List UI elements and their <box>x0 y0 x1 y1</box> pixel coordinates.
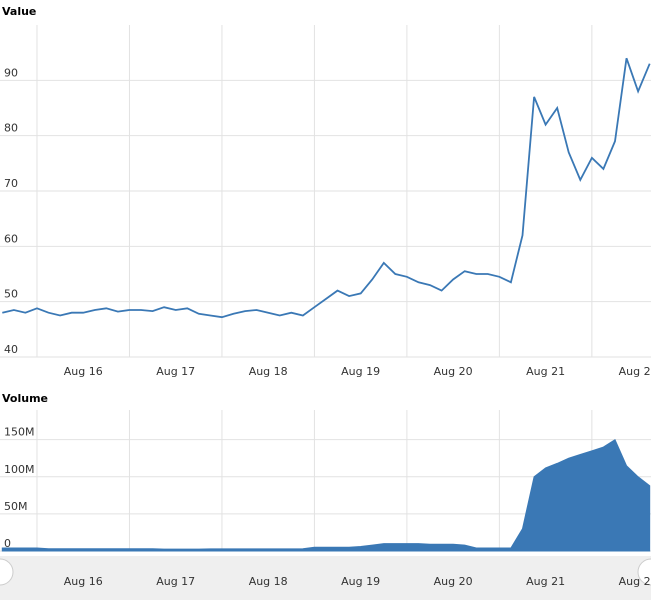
y-tick-label: 80 <box>4 122 18 135</box>
scrollbar-handle-left[interactable] <box>0 558 14 586</box>
y-tick-label: 60 <box>4 232 18 245</box>
x-tick-label: Aug 16 <box>64 575 103 588</box>
x-tick-label: Aug 16 <box>64 365 103 378</box>
value-line <box>2 57 651 319</box>
panel-title: Value <box>2 5 36 18</box>
panel-title: Volume <box>2 392 48 405</box>
x-tick-label: Aug 20 <box>434 365 473 378</box>
x-tick-label: Aug 17 <box>156 365 195 378</box>
x-tick-label: Aug 18 <box>249 575 288 588</box>
y-tick-label: 50M <box>4 500 28 513</box>
y-tick-label: 0 <box>4 537 11 550</box>
x-tick-label: Aug 22 <box>619 365 651 378</box>
x-tick-label: Aug 20 <box>434 575 473 588</box>
scrollbar[interactable] <box>0 556 651 600</box>
x-tick-label: Aug 17 <box>156 575 195 588</box>
volume-area <box>1 438 651 552</box>
y-tick-label: 70 <box>4 177 18 190</box>
y-tick-label: 50 <box>4 288 18 301</box>
x-tick-label: Aug 18 <box>249 365 288 378</box>
x-tick-label: Aug 19 <box>341 575 380 588</box>
y-tick-label: 150M <box>4 426 35 439</box>
y-tick-label: 100M <box>4 463 35 476</box>
scrollbar-handle-right[interactable] <box>637 558 651 586</box>
x-tick-label: Aug 22 <box>619 575 651 588</box>
y-tick-label: 90 <box>4 66 18 79</box>
x-tick-label: Aug 21 <box>526 575 565 588</box>
x-tick-label: Aug 21 <box>526 365 565 378</box>
y-tick-label: 40 <box>4 343 18 356</box>
x-tick-label: Aug 19 <box>341 365 380 378</box>
